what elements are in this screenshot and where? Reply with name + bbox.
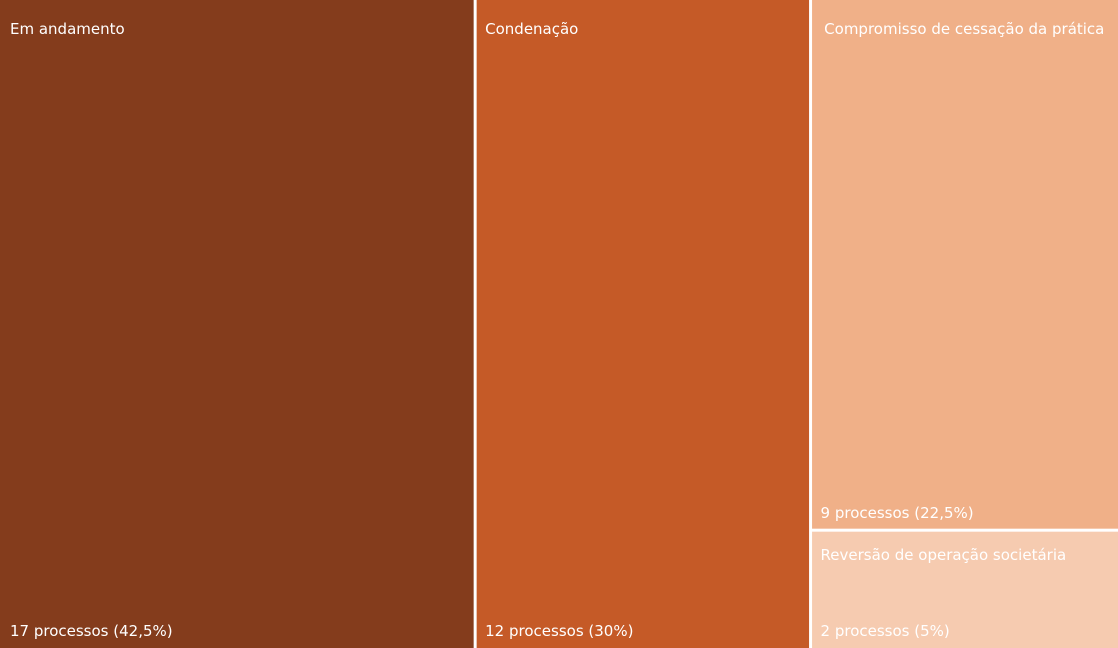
tile-name-compromisso-de-cessacao-da-pratica: Compromisso de cessação da prática (824, 20, 1104, 38)
tile-reversao-de-operacao-societaria (812, 531, 1118, 648)
tile-value-condenacao: 12 processos (30%) (485, 622, 633, 640)
tile-value-em-andamento: 17 processos (42,5%) (10, 622, 173, 640)
tile-value-compromisso-de-cessacao-da-pratica: 9 processos (22,5%) (821, 504, 974, 522)
tile-condenacao (476, 0, 810, 648)
tile-name-em-andamento: Em andamento (10, 20, 125, 38)
tile-em-andamento (0, 0, 474, 648)
tile-name-reversao-de-operacao-societaria: Reversão de operação societária (821, 546, 1067, 564)
tile-compromisso-de-cessacao-da-pratica (812, 0, 1118, 529)
tile-name-condenacao: Condenação (485, 20, 578, 38)
tile-value-reversao-de-operacao-societaria: 2 processos (5%) (821, 622, 950, 640)
